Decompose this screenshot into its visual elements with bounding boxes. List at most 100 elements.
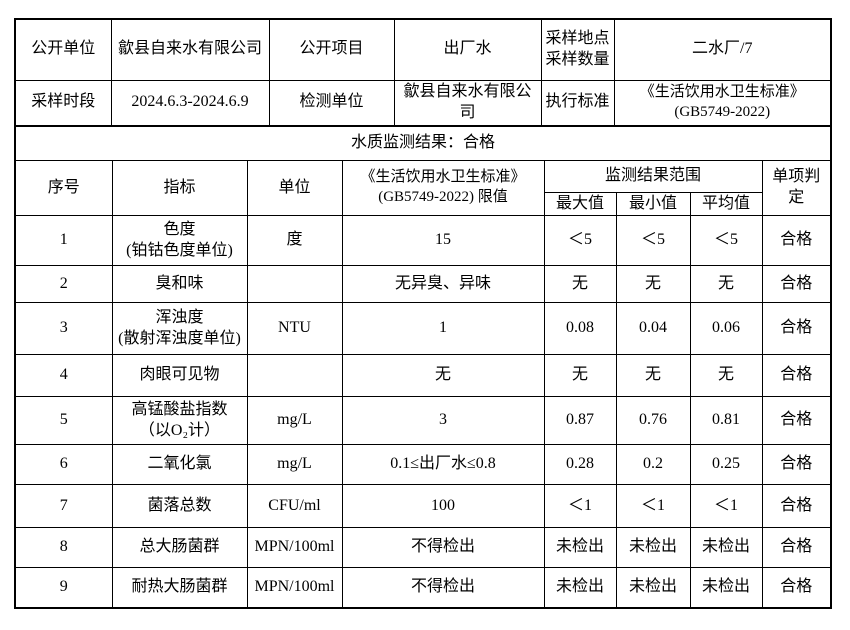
value-sampling-period: 2024.6.3-2024.6.9 — [110, 79, 270, 125]
value-testing-unit: 歙县自来水有限公司 — [393, 79, 542, 125]
cell-unit: NTU — [246, 302, 343, 356]
cell-no: 5 — [14, 396, 113, 446]
cell-limit: 100 — [341, 484, 545, 529]
results-table: 水质监测结果：合格 序号 指标 单位 《生活饮用水卫生标准》 (GB5749-2… — [14, 125, 833, 609]
header-no: 序号 — [14, 159, 113, 217]
table-row: 1 色度 (铂钴色度单位) 度 15 ＜5 ＜5 ＜5 合格 — [14, 215, 832, 267]
cell-min: 0.76 — [615, 396, 691, 446]
table-row: 8 总大肠菌群 MPN/100ml 不得检出 未检出 未检出 未检出 合格 — [14, 527, 832, 569]
cell-max: 无 — [543, 265, 617, 304]
header-range-group: 监测结果范围 — [543, 159, 763, 193]
cell-no: 4 — [14, 354, 113, 398]
cell-min: 未检出 — [615, 527, 691, 569]
cell-no: 9 — [14, 567, 113, 609]
info-table: 公开单位 歙县自来水有限公司 公开项目 出厂水 采样地点 采样数量 二水厂/7 … — [14, 18, 832, 125]
cell-max: 0.28 — [543, 444, 617, 486]
cell-indicator: 高锰酸盐指数 （以O₂计） — [111, 396, 248, 446]
cell-judgement: 合格 — [761, 265, 832, 304]
cell-indicator: 浑浊度 (散射浑浊度单位) — [111, 302, 248, 356]
cell-max: 未检出 — [543, 527, 617, 569]
cell-avg: ＜1 — [689, 484, 763, 529]
cell-limit: 不得检出 — [341, 527, 545, 569]
table-row: 7 菌落总数 CFU/ml 100 ＜1 ＜1 ＜1 合格 — [14, 484, 832, 529]
cell-no: 1 — [14, 215, 113, 267]
table-row: 3 浑浊度 (散射浑浊度单位) NTU 1 0.08 0.04 0.06 合格 — [14, 302, 832, 356]
header-judgement: 单项判定 — [761, 159, 832, 217]
cell-judgement: 合格 — [761, 354, 832, 398]
cell-limit: 无异臭、异味 — [341, 265, 545, 304]
cell-no: 2 — [14, 265, 113, 304]
cell-avg: 无 — [689, 354, 763, 398]
cell-max: 无 — [543, 354, 617, 398]
cell-judgement: 合格 — [761, 215, 832, 267]
cell-indicator: 肉眼可见物 — [111, 354, 248, 398]
table-row: 采样时段 2024.6.3-2024.6.9 检测单位 歙县自来水有限公司 执行… — [14, 79, 832, 125]
table-row: 9 耐热大肠菌群 MPN/100ml 不得检出 未检出 未检出 未检出 合格 — [14, 567, 832, 609]
cell-judgement: 合格 — [761, 484, 832, 529]
label-sampling-site-count: 采样地点 采样数量 — [540, 18, 615, 81]
table-header-row: 最大值 最小值 平均值 — [15, 191, 831, 217]
table-row: 5 高锰酸盐指数 （以O₂计） mg/L 3 0.87 0.76 0.81 合格 — [14, 396, 832, 446]
cell-indicator: 色度 (铂钴色度单位) — [111, 215, 248, 267]
table-row: 水质监测结果：合格 — [14, 125, 832, 161]
cell-unit: MPN/100ml — [246, 567, 343, 609]
cell-no: 3 — [14, 302, 113, 356]
cell-min: ＜1 — [615, 484, 691, 529]
cell-min: 无 — [615, 354, 691, 398]
cell-max: ＜5 — [543, 215, 617, 267]
label-standard: 执行标准 — [540, 79, 615, 125]
cell-judgement: 合格 — [761, 444, 832, 486]
cell-max: ＜1 — [543, 484, 617, 529]
header-unit: 单位 — [246, 159, 343, 217]
label-testing-unit: 检测单位 — [268, 79, 395, 125]
cell-indicator: 臭和味 — [111, 265, 248, 304]
cell-unit — [246, 354, 343, 398]
header-limit: 《生活饮用水卫生标准》 (GB5749-2022) 限值 — [341, 159, 545, 217]
cell-judgement: 合格 — [761, 527, 832, 569]
cell-unit — [246, 265, 343, 304]
cell-unit: MPN/100ml — [246, 527, 343, 569]
cell-indicator: 耐热大肠菌群 — [111, 567, 248, 609]
value-public-item: 出厂水 — [393, 18, 542, 81]
cell-limit: 不得检出 — [341, 567, 545, 609]
header-min: 最小值 — [615, 191, 691, 217]
header-indicator: 指标 — [111, 159, 248, 217]
header-max: 最大值 — [543, 191, 617, 217]
cell-unit: mg/L — [246, 444, 343, 486]
summary-result: 水质监测结果：合格 — [14, 125, 832, 161]
cell-limit: 1 — [341, 302, 545, 356]
cell-unit: CFU/ml — [246, 484, 343, 529]
cell-no: 7 — [14, 484, 113, 529]
cell-max: 0.87 — [543, 396, 617, 446]
cell-avg: 未检出 — [689, 527, 763, 569]
cell-limit: 15 — [341, 215, 545, 267]
cell-max: 未检出 — [543, 567, 617, 609]
cell-min: 0.2 — [615, 444, 691, 486]
cell-avg: 0.06 — [689, 302, 763, 356]
label-sampling-period: 采样时段 — [14, 79, 112, 125]
cell-avg: 0.25 — [689, 444, 763, 486]
cell-indicator: 二氧化氯 — [111, 444, 248, 486]
label-public-item: 公开项目 — [268, 18, 395, 81]
cell-min: ＜5 — [615, 215, 691, 267]
cell-min: 无 — [615, 265, 691, 304]
cell-limit: 无 — [341, 354, 545, 398]
cell-indicator: 总大肠菌群 — [111, 527, 248, 569]
cell-judgement: 合格 — [761, 396, 832, 446]
cell-limit: 3 — [341, 396, 545, 446]
cell-limit: 0.1≤出厂水≤0.8 — [341, 444, 545, 486]
cell-avg: 未检出 — [689, 567, 763, 609]
cell-no: 6 — [14, 444, 113, 486]
label-public-unit: 公开单位 — [14, 18, 112, 81]
table-row: 公开单位 歙县自来水有限公司 公开项目 出厂水 采样地点 采样数量 二水厂/7 — [14, 18, 832, 81]
header-avg: 平均值 — [689, 191, 763, 217]
cell-unit: 度 — [246, 215, 343, 267]
value-sampling-site-count: 二水厂/7 — [613, 18, 832, 81]
cell-max: 0.08 — [543, 302, 617, 356]
cell-min: 0.04 — [615, 302, 691, 356]
cell-avg: 无 — [689, 265, 763, 304]
cell-judgement: 合格 — [761, 302, 832, 356]
table-row: 2 臭和味 无异臭、异味 无 无 无 合格 — [14, 265, 832, 304]
cell-no: 8 — [14, 527, 113, 569]
cell-avg: ＜5 — [689, 215, 763, 267]
